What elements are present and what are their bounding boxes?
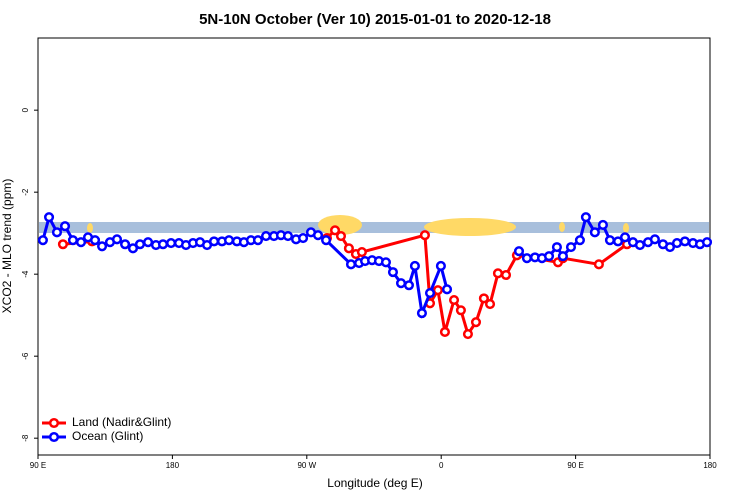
- point: [612, 236, 624, 247]
- y-tick-label: -2: [21, 188, 30, 196]
- land-blob: [623, 223, 629, 233]
- point: [97, 241, 108, 252]
- point: [424, 287, 436, 299]
- point: [166, 237, 177, 249]
- point: [343, 243, 354, 254]
- point: [143, 237, 154, 248]
- y-axis-title: XCO2 - MLO trend (ppm): [0, 179, 14, 314]
- chart-title: 5N-10N October (Ver 10) 2015-01-01 to 20…: [199, 11, 551, 28]
- point: [329, 225, 341, 236]
- point: [664, 242, 676, 253]
- point: [403, 280, 414, 291]
- x-tick-label: 0: [439, 461, 444, 470]
- x-tick-label: 90 E: [30, 461, 46, 470]
- point: [209, 236, 220, 247]
- land-blob: [318, 215, 362, 235]
- point: [441, 284, 453, 295]
- point: [521, 253, 532, 264]
- legend-marker: [48, 431, 60, 443]
- point: [671, 237, 683, 249]
- point: [51, 227, 63, 238]
- y-tick-label: -8: [21, 434, 30, 442]
- x-tick-label: 90 E: [567, 461, 583, 470]
- point: [574, 235, 585, 246]
- point: [223, 235, 235, 246]
- point: [649, 234, 660, 245]
- point: [67, 235, 78, 246]
- point: [513, 246, 525, 257]
- point: [634, 240, 646, 251]
- y-tick-label: -4: [21, 270, 30, 278]
- point: [604, 235, 615, 246]
- point: [593, 259, 604, 270]
- point: [127, 243, 139, 254]
- point: [455, 305, 466, 316]
- point: [157, 239, 169, 250]
- point: [345, 259, 357, 270]
- background-band: [39, 215, 709, 236]
- point: [580, 212, 591, 223]
- point: [356, 246, 367, 258]
- x-axis-title: Longitude (deg E): [327, 476, 422, 490]
- point: [701, 237, 713, 248]
- point: [448, 294, 460, 306]
- y-tick-label: 0: [21, 107, 30, 112]
- legend-label: Land (Nadir&Glint): [72, 415, 171, 429]
- point: [500, 269, 512, 281]
- point: [335, 230, 347, 242]
- point: [478, 293, 489, 304]
- x-tick-label: 90 W: [297, 461, 316, 470]
- point: [395, 278, 407, 289]
- point: [37, 235, 48, 246]
- point: [557, 251, 568, 262]
- x-tick-label: 180: [703, 461, 717, 470]
- point: [619, 232, 631, 243]
- land-blob: [559, 222, 565, 232]
- point: [59, 221, 71, 232]
- point: [484, 299, 496, 310]
- point: [282, 230, 294, 242]
- point: [57, 239, 68, 250]
- point: [419, 230, 430, 241]
- point: [439, 326, 450, 338]
- point: [75, 237, 87, 248]
- point: [44, 212, 55, 223]
- point: [380, 257, 391, 268]
- point: [260, 230, 272, 242]
- point: [565, 242, 577, 253]
- legend-marker: [48, 417, 60, 429]
- point: [312, 230, 324, 241]
- point: [89, 235, 101, 246]
- point: [470, 317, 482, 328]
- plot-frame: [37, 37, 711, 456]
- point: [111, 234, 123, 245]
- point: [252, 235, 264, 246]
- point: [409, 260, 420, 272]
- point: [432, 285, 443, 296]
- land-blob: [424, 218, 516, 236]
- point: [321, 235, 332, 246]
- point: [589, 227, 600, 238]
- band: [39, 222, 709, 233]
- point: [120, 239, 131, 250]
- point: [134, 239, 146, 250]
- point: [543, 251, 555, 262]
- point: [492, 268, 503, 279]
- legend-label: Ocean (Glint): [72, 429, 143, 443]
- point: [679, 236, 690, 247]
- point: [435, 260, 446, 272]
- point: [416, 308, 427, 319]
- point: [298, 233, 309, 244]
- y-tick-label: -6: [21, 352, 30, 360]
- point: [551, 242, 562, 253]
- x-tick-label: 180: [166, 461, 180, 470]
- land-blob: [87, 223, 93, 233]
- point: [597, 219, 608, 231]
- point: [462, 328, 473, 340]
- point: [387, 267, 399, 278]
